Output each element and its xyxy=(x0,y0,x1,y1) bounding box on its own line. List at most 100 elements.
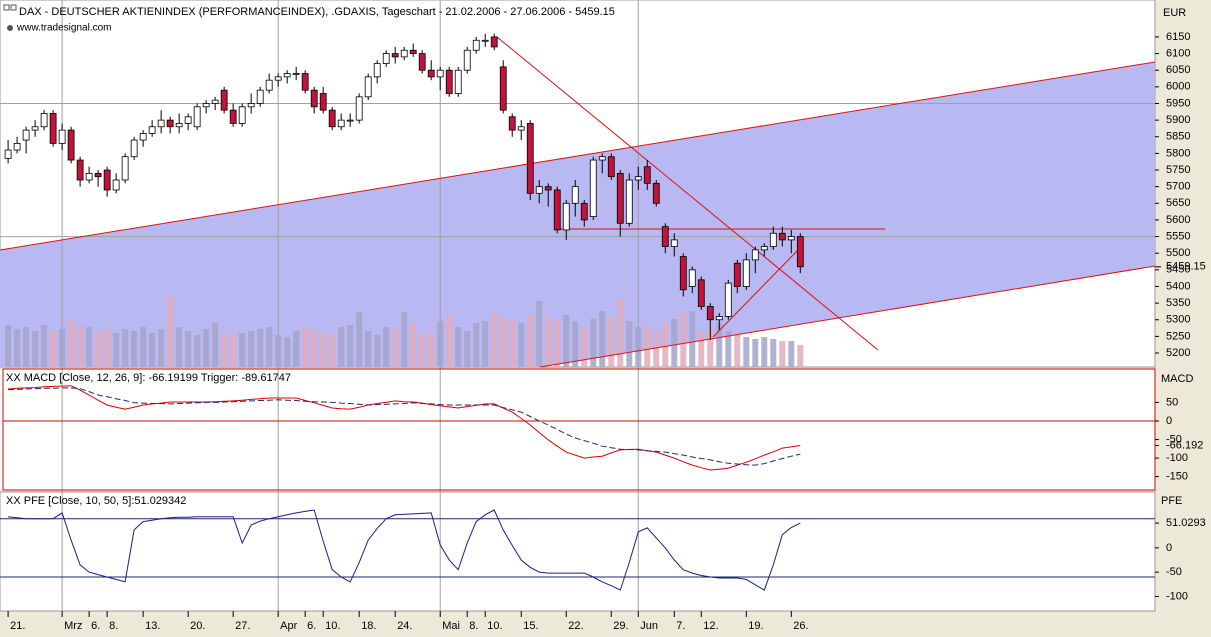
channel-upper xyxy=(0,61,1156,251)
volume-bar xyxy=(662,323,669,367)
x-tick-label: 10. xyxy=(487,620,502,632)
volume-bar xyxy=(302,327,309,367)
candle-body xyxy=(517,126,525,131)
candle-body xyxy=(778,232,786,241)
candle-body xyxy=(679,256,687,291)
candle-body xyxy=(4,149,12,159)
y-axis-title: MACD xyxy=(1161,373,1193,385)
x-tick-label: Mai xyxy=(442,620,460,632)
candle-body xyxy=(238,106,246,124)
volume-bar xyxy=(779,341,786,367)
y-tick-label: 6150 xyxy=(1166,31,1190,43)
candle-body xyxy=(364,76,372,98)
volume-bar xyxy=(716,323,723,367)
volume-bar xyxy=(329,335,336,367)
y-tick-label: 5450 xyxy=(1166,264,1190,276)
volume-bar xyxy=(122,329,129,367)
y-tick-label: -50 xyxy=(1166,566,1182,578)
volume-bar xyxy=(257,329,264,367)
y-tick-label: 0 xyxy=(1166,542,1172,554)
chart-title: DAX - DEUTSCHER AKTIENINDEX (PERFORMANCE… xyxy=(19,6,615,18)
y-tick-label: 5350 xyxy=(1166,297,1190,309)
volume-bar xyxy=(554,321,561,367)
volume-bar xyxy=(761,337,768,367)
volume-bar xyxy=(149,333,156,367)
candle-body xyxy=(49,113,57,144)
volume-bar xyxy=(59,329,66,367)
candle-body xyxy=(409,49,417,54)
series-line xyxy=(8,385,801,471)
y-tick-label: 6050 xyxy=(1166,64,1190,76)
x-tick-label: 12. xyxy=(703,620,718,632)
y-tick-label: 5850 xyxy=(1166,131,1190,143)
icon xyxy=(3,4,10,11)
pfe-panel xyxy=(0,491,1156,612)
candle-body xyxy=(301,73,309,91)
x-tick-label: 20. xyxy=(190,620,205,632)
volume-bar xyxy=(275,335,282,367)
volume-bar xyxy=(176,327,183,367)
x-tick-label: 8. xyxy=(469,620,478,632)
x-tick-label: 26. xyxy=(793,620,808,632)
candle-body xyxy=(643,166,651,184)
plot xyxy=(4,33,804,591)
volume-bar xyxy=(356,312,363,367)
volume-bar xyxy=(284,337,291,367)
candle-body xyxy=(670,239,678,247)
y-axis-title: EUR xyxy=(1163,7,1186,19)
volume-bar xyxy=(545,317,552,367)
candle-body xyxy=(715,316,723,321)
y-tick-label: 50 xyxy=(1166,396,1178,408)
volume-bar xyxy=(104,329,111,367)
volume xyxy=(5,295,804,367)
volume-bar xyxy=(86,327,93,367)
candle-body xyxy=(697,279,705,307)
series-line xyxy=(8,509,801,591)
candle-body xyxy=(742,259,750,287)
y-tick-label: -100 xyxy=(1166,452,1188,464)
y-tick-label: 0 xyxy=(1166,415,1172,427)
candle-body xyxy=(157,119,165,128)
candle-body xyxy=(796,236,804,268)
candle-body xyxy=(103,169,111,191)
volume-bar xyxy=(536,301,543,367)
candle-body xyxy=(661,226,669,247)
candle-body xyxy=(94,172,102,178)
panel-title: XX MACD [Close, 12, 26, 9]: -66.19199 Tr… xyxy=(6,372,291,384)
volume-bar xyxy=(347,325,354,367)
candle-body xyxy=(184,116,192,124)
volume-bar xyxy=(527,315,534,367)
candle-body xyxy=(463,49,471,71)
candle-body xyxy=(121,156,129,181)
candle-body xyxy=(472,39,480,51)
volume-bar xyxy=(158,329,165,367)
candle-body xyxy=(787,236,795,241)
candle-body xyxy=(391,53,399,58)
y-tick-label: 5400 xyxy=(1166,280,1190,292)
candle-body xyxy=(481,39,489,42)
candle-body xyxy=(607,156,615,178)
x-tick-label: 21. xyxy=(10,620,25,632)
x-tick-label: Jun xyxy=(640,620,658,632)
candle-body xyxy=(247,103,255,108)
candle-body xyxy=(400,49,408,58)
volume-bar xyxy=(500,317,507,367)
candle-body xyxy=(67,129,75,161)
candle-body xyxy=(562,202,570,231)
candle-body xyxy=(571,186,579,204)
candle-body xyxy=(319,93,327,111)
source: www.tradesignal.com xyxy=(16,23,111,34)
volume-bar xyxy=(455,327,462,367)
candle-body xyxy=(535,186,543,194)
volume-bar xyxy=(32,331,39,367)
y-tick-label: 5300 xyxy=(1166,314,1190,326)
candle-body xyxy=(346,119,354,122)
candle-body xyxy=(139,133,147,141)
x-tick-label: 15. xyxy=(523,620,538,632)
volume-bar xyxy=(410,323,417,367)
volume-bar xyxy=(185,331,192,367)
volume-bar xyxy=(563,315,570,367)
y-tick-label: -150 xyxy=(1166,471,1188,483)
volume-bar xyxy=(572,321,579,367)
y-tick-label: 5500 xyxy=(1166,247,1190,259)
